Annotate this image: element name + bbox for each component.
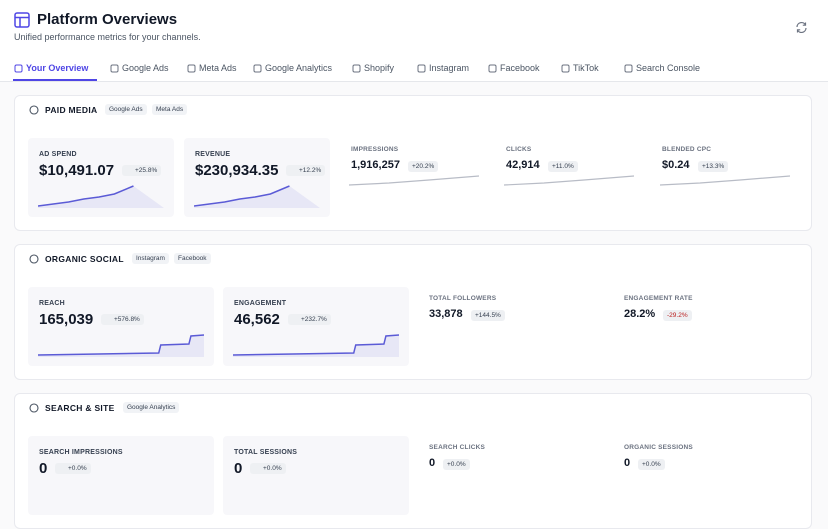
page-title: Platform Overviews: [37, 11, 178, 28]
section-icon: [29, 254, 39, 264]
metric-card: IMPRESSIONS 1,916,257 +20.2%: [340, 137, 486, 216]
sparkline: [38, 184, 164, 208]
section-icon: [29, 403, 39, 413]
metric-card: REVENUE $230,934.35 +12.2%: [184, 138, 330, 217]
metric-change: +13.3%: [698, 161, 729, 172]
metric-card: TOTAL FOLLOWERS 33,878 +144.5%: [418, 286, 604, 365]
section-title: SEARCH & SITE: [45, 403, 115, 413]
metric-change: +20.2%: [408, 161, 439, 172]
metric-change: +12.2%: [286, 165, 326, 176]
tab[interactable]: Shopify: [364, 63, 395, 73]
source-badge: Instagram: [132, 253, 169, 264]
metric-card: REACH 165,039 +576.8%: [28, 287, 214, 366]
metric-change: +0.0%: [250, 463, 286, 474]
metric-label: IMPRESSIONS: [351, 146, 399, 153]
tab[interactable]: TikTok: [573, 63, 599, 73]
tab-icon: [187, 64, 196, 73]
sparkline: [660, 175, 790, 186]
metric-label: BLENDED CPC: [662, 146, 712, 153]
header: Platform Overviews Unified performance m…: [0, 0, 828, 82]
metric-value: 165,039: [39, 311, 94, 328]
section-icon: [29, 105, 39, 115]
metric-change: +0.0%: [55, 463, 91, 474]
section-card: PAID MEDIA Google Ads Meta Ads AD SPEND $10,…: [14, 95, 812, 231]
metric-value: 0: [429, 457, 436, 469]
metric-label: AD SPEND: [39, 151, 77, 158]
metric-value: $230,934.35: [195, 162, 279, 179]
metric-change: +25.8%: [122, 165, 162, 176]
metric-label: ENGAGEMENT RATE: [624, 295, 693, 302]
source-badge: Meta Ads: [152, 104, 188, 115]
tab-icon: [561, 64, 570, 73]
source-badge: Google Ads: [105, 104, 147, 115]
metric-change: -29.2%: [663, 310, 692, 321]
tab-icon: [253, 64, 262, 73]
tab[interactable]: Google Analytics: [265, 63, 333, 73]
metric-value: 46,562: [234, 311, 280, 328]
section-title: ORGANIC SOCIAL: [45, 254, 124, 264]
tab[interactable]: Your Overview: [26, 63, 89, 73]
tab[interactable]: Meta Ads: [199, 63, 237, 73]
metric-label: CLICKS: [506, 146, 532, 153]
metric-card: BLENDED CPC $0.24 +13.3%: [651, 137, 797, 216]
metric-label: SEARCH IMPRESSIONS: [39, 449, 123, 456]
tab-icon: [110, 64, 119, 73]
tab[interactable]: Google Ads: [122, 63, 169, 73]
metric-value: 28.2%: [624, 308, 656, 320]
metric-card: TOTAL SESSIONS 0 +0.0%: [223, 436, 409, 515]
metric-change: +232.7%: [288, 314, 331, 325]
metric-card: AD SPEND $10,491.07 +25.8%: [28, 138, 174, 217]
active-tab-indicator: [13, 79, 97, 81]
metric-label: SEARCH CLICKS: [429, 444, 486, 451]
metric-value: $0.24: [662, 159, 690, 171]
tab[interactable]: Facebook: [500, 63, 540, 73]
tab-icon: [417, 64, 426, 73]
metric-card: ENGAGEMENT 46,562 +232.7%: [223, 287, 409, 366]
metric-label: REACH: [39, 300, 65, 307]
tab[interactable]: Search Console: [636, 63, 701, 73]
metric-change: +11.0%: [548, 161, 578, 172]
sparkline: [194, 184, 320, 208]
source-badge: Google Analytics: [123, 402, 180, 413]
section-card: ORGANIC SOCIAL Instagram Facebook REACH 165,…: [14, 244, 812, 380]
sparkline: [504, 175, 634, 186]
sparkline: [233, 333, 399, 357]
sparkline: [38, 333, 204, 357]
tab[interactable]: Instagram: [429, 63, 470, 73]
logo-icon: [14, 12, 30, 28]
metric-value: $10,491.07: [39, 162, 115, 179]
metric-value: 0: [234, 460, 243, 477]
section-card: SEARCH & SITE Google Analytics SEARCH IMPR…: [14, 393, 812, 529]
sparkline: [349, 175, 479, 186]
metric-card: CLICKS 42,914 +11.0%: [495, 137, 641, 216]
refresh-button[interactable]: [795, 21, 808, 34]
metric-card: ORGANIC SESSIONS 0 +0.0%: [613, 435, 799, 514]
metric-label: REVENUE: [195, 151, 231, 158]
metric-card: SEARCH CLICKS 0 +0.0%: [418, 435, 604, 514]
metric-label: TOTAL FOLLOWERS: [429, 295, 497, 302]
metric-value: 0: [624, 457, 631, 469]
metric-value: 1,916,257: [351, 159, 400, 171]
metric-value: 33,878: [429, 308, 463, 320]
tab-icon: [624, 64, 633, 73]
metric-label: ENGAGEMENT: [234, 300, 287, 307]
metric-change: +0.0%: [443, 459, 470, 470]
metric-value: 0: [39, 460, 48, 477]
metric-card: ENGAGEMENT RATE 28.2% -29.2%: [613, 286, 799, 365]
metric-value: 42,914: [506, 159, 540, 171]
source-badge: Facebook: [174, 253, 211, 264]
metric-label: ORGANIC SESSIONS: [624, 444, 693, 451]
section-title: PAID MEDIA: [45, 105, 98, 115]
metric-change: +144.5%: [471, 310, 505, 321]
metric-card: SEARCH IMPRESSIONS 0 +0.0%: [28, 436, 214, 515]
tab-icon: [488, 64, 497, 73]
tab-icon: [352, 64, 361, 73]
metric-label: TOTAL SESSIONS: [234, 449, 298, 456]
tab-icon: [14, 64, 23, 73]
metric-change: +0.0%: [638, 459, 665, 470]
metric-change: +576.8%: [101, 314, 144, 325]
page-subtitle: Unified performance metrics for your cha…: [14, 32, 201, 42]
